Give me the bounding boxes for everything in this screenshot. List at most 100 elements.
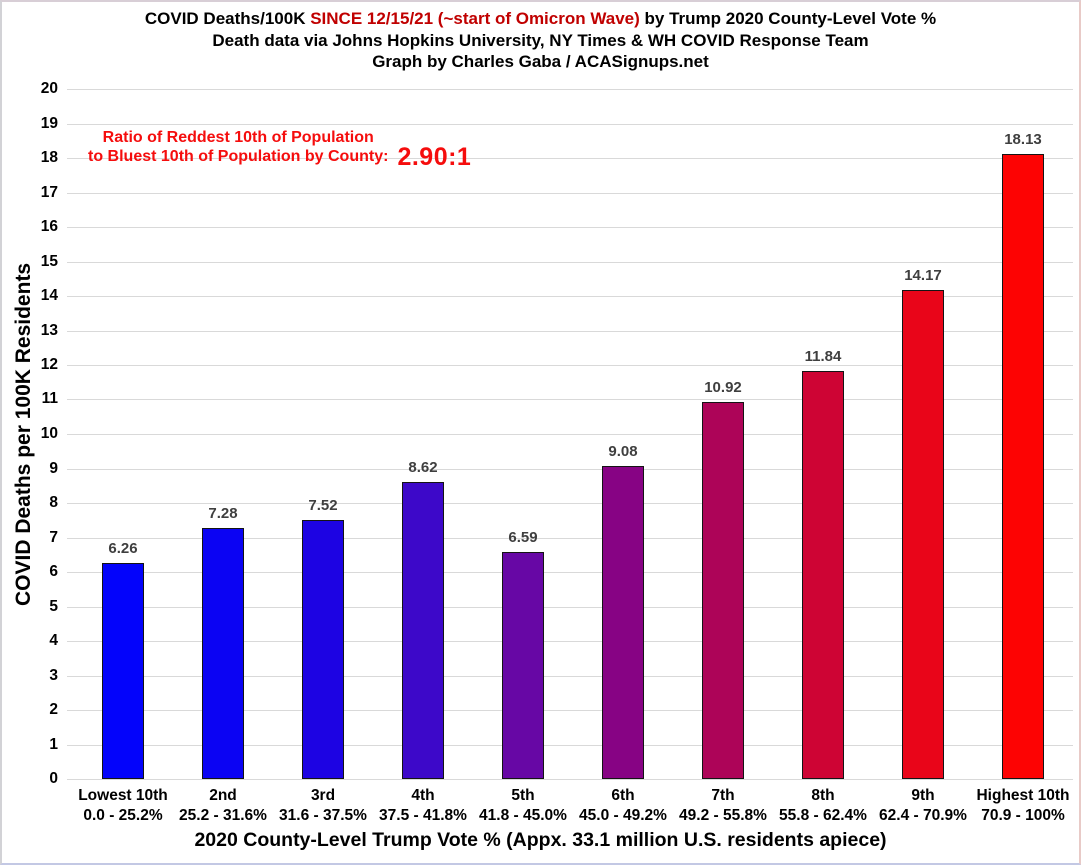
- y-tick-label: 20: [40, 80, 58, 97]
- ratio-annotation-line2: to Bluest 10th of Population by County:: [88, 147, 389, 165]
- bar-7: [702, 402, 744, 779]
- x-tick-range: 37.5 - 41.8%: [379, 807, 467, 824]
- y-tick-label: 1: [49, 736, 58, 753]
- gridline: [67, 503, 1073, 504]
- gridline: [67, 193, 1073, 194]
- x-tick-range: 70.9 - 100%: [981, 807, 1065, 824]
- x-tick-range: 41.8 - 45.0%: [479, 807, 567, 824]
- ratio-annotation-text: Ratio of Reddest 10th of Population to B…: [88, 129, 388, 166]
- chart-title: COVID Deaths/100K SINCE 12/15/21 (~start…: [2, 8, 1079, 30]
- x-tick-label: 8th 55.8 - 62.4%: [761, 786, 885, 826]
- x-tick-label: 2nd 25.2 - 31.6%: [161, 786, 285, 826]
- x-axis-title: 2020 County-Level Trump Vote % (Appx. 33…: [194, 829, 887, 851]
- gridline: [67, 399, 1073, 400]
- x-tick-label: 6th 45.0 - 49.2%: [561, 786, 685, 826]
- x-tick-tier: 9th: [911, 787, 935, 804]
- gridline: [67, 469, 1073, 470]
- gridline: [67, 227, 1073, 228]
- bar-1: [102, 563, 144, 779]
- gridline: [67, 262, 1073, 263]
- x-tick-range: 25.2 - 31.6%: [179, 807, 267, 824]
- bar-10: [1002, 154, 1044, 779]
- gridline: [67, 89, 1073, 90]
- y-tick-label: 10: [40, 425, 58, 442]
- gridline: [67, 296, 1073, 297]
- x-tick-tier: 8th: [811, 787, 835, 804]
- bar-value-label: 9.08: [608, 443, 638, 460]
- gridline: [67, 779, 1073, 780]
- x-tick-tier: 4th: [411, 787, 435, 804]
- y-tick-label: 19: [40, 115, 58, 132]
- y-tick-label: 2: [49, 701, 58, 718]
- bar-value-label: 18.13: [1004, 131, 1042, 148]
- chart-title-red-segment: SINCE 12/15/21 (~start of Omicron Wave): [310, 9, 640, 28]
- chart-subtitle-credit: Graph by Charles Gaba / ACASignups.net: [372, 52, 709, 71]
- x-tick-label: Lowest 10th 0.0 - 25.2%: [61, 786, 185, 826]
- x-tick-range: 55.8 - 62.4%: [779, 807, 867, 824]
- gridline: [67, 676, 1073, 677]
- x-tick-label: 3rd 31.6 - 37.5%: [261, 786, 385, 826]
- y-tick-label: 3: [49, 667, 58, 684]
- gridline: [67, 124, 1073, 125]
- bar-9: [902, 290, 944, 779]
- x-axis-ticks: Lowest 10th 0.0 - 25.2% 2nd 25.2 - 31.6% 3rd…: [67, 786, 1073, 828]
- y-tick-label: 12: [40, 356, 58, 373]
- y-tick-label: 18: [40, 149, 58, 166]
- x-tick-range: 31.6 - 37.5%: [279, 807, 367, 824]
- bar-value-label: 11.84: [804, 348, 842, 365]
- gridline: [67, 158, 1073, 159]
- gridline: [67, 434, 1073, 435]
- bar-3: [302, 520, 344, 779]
- y-tick-label: 16: [40, 218, 58, 235]
- x-tick-range: 49.2 - 55.8%: [679, 807, 767, 824]
- bar-6: [602, 466, 644, 779]
- x-tick-tier: 6th: [611, 787, 635, 804]
- y-tick-label: 15: [40, 253, 58, 270]
- gridline: [67, 710, 1073, 711]
- x-tick-tier: 7th: [711, 787, 735, 804]
- chart-title-block: COVID Deaths/100K SINCE 12/15/21 (~start…: [2, 8, 1079, 73]
- chart-title-suffix: by Trump 2020 County-Level Vote %: [639, 9, 937, 28]
- x-tick-tier: Lowest 10th: [78, 787, 168, 804]
- ratio-value: 2.90:1: [397, 143, 472, 171]
- x-tick-label: Highest 10th 70.9 - 100%: [961, 786, 1079, 826]
- x-tick-label: 5th 41.8 - 45.0%: [461, 786, 585, 826]
- bar-5: [502, 552, 544, 779]
- y-tick-label: 6: [49, 563, 58, 580]
- gridline: [67, 538, 1073, 539]
- bar-value-label: 10.92: [704, 379, 742, 396]
- gridline: [67, 607, 1073, 608]
- x-tick-label: 9th 62.4 - 70.9%: [861, 786, 985, 826]
- bar-value-label: 6.59: [508, 529, 538, 546]
- bar-value-label: 7.52: [308, 497, 338, 514]
- y-tick-label: 5: [49, 598, 58, 615]
- chart-subtitle-source: Death data via Johns Hopkins University,…: [212, 30, 869, 50]
- y-tick-label: 8: [49, 494, 58, 511]
- gridline: [67, 365, 1073, 366]
- x-tick-tier: 2nd: [209, 787, 237, 804]
- bar-8: [802, 371, 844, 779]
- x-tick-range: 0.0 - 25.2%: [83, 807, 163, 824]
- y-tick-label: 13: [40, 322, 58, 339]
- y-tick-label: 17: [40, 184, 58, 201]
- y-tick-label: 9: [49, 460, 58, 477]
- bar-4: [402, 482, 444, 779]
- gridline: [67, 331, 1073, 332]
- bar-value-label: 6.26: [108, 540, 138, 557]
- ratio-annotation-line1: Ratio of Reddest 10th of Population: [102, 129, 374, 146]
- x-tick-range: 45.0 - 49.2%: [579, 807, 667, 824]
- y-tick-label: 14: [40, 287, 58, 304]
- x-tick-tier: 5th: [511, 787, 535, 804]
- bar-value-label: 7.28: [208, 505, 238, 522]
- y-axis-ticks: 0 1 2 3 4 5 6 7 8 9 10 11 12 13 14 15 16 17 18 19 20: [2, 80, 58, 787]
- y-tick-label: 4: [49, 632, 58, 649]
- gridline: [67, 572, 1073, 573]
- plot-area: 6.26 7.28 7.52 8.62 6.59 9.08 10.92 11.84 14.17 1…: [67, 89, 1073, 780]
- y-tick-label: 11: [41, 390, 58, 407]
- gridline: [67, 641, 1073, 642]
- bar-value-label: 8.62: [408, 459, 438, 476]
- y-tick-label: 7: [49, 529, 58, 546]
- chart-title-prefix: COVID Deaths/100K: [144, 9, 311, 28]
- x-tick-label: 4th 37.5 - 41.8%: [361, 786, 485, 826]
